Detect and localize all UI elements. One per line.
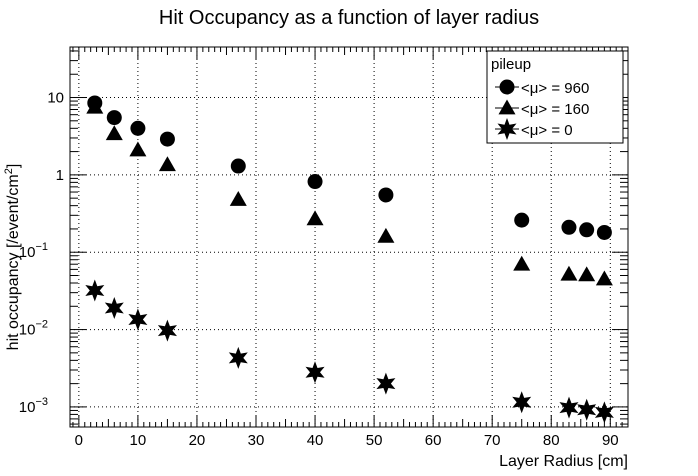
triangle-point	[129, 141, 147, 157]
triangle-point	[306, 210, 324, 226]
y-tick-label: 10	[47, 90, 64, 107]
star-point	[577, 398, 597, 421]
x-axis-label: Layer Radius [cm]	[499, 453, 628, 470]
series-layer	[85, 95, 614, 424]
y-axis-label-sup: 2	[3, 168, 15, 174]
y-tick-label: 10−1	[19, 241, 48, 261]
x-tick-label: 0	[75, 432, 83, 449]
chart-title: Hit Occupancy as a function of layer rad…	[159, 7, 539, 29]
plot-frame	[69, 46, 629, 428]
star-point	[104, 297, 124, 319]
triangle-point	[560, 265, 578, 281]
y-tick-label: 1	[56, 167, 64, 184]
y-axis-label-end: ]	[5, 164, 22, 168]
circle-point	[307, 174, 323, 190]
triangle-point	[158, 156, 176, 172]
star-point	[228, 346, 248, 369]
circle-point	[106, 110, 122, 126]
triangle-point	[86, 98, 104, 114]
x-tick-label: 90	[602, 432, 619, 449]
star-point	[559, 396, 579, 419]
triangle-point	[377, 227, 395, 243]
x-tick-label: 80	[543, 432, 560, 449]
star-point	[128, 308, 148, 331]
legend-marker-circle	[499, 79, 515, 95]
x-tick-label: 50	[366, 432, 383, 449]
circle-point	[561, 219, 577, 235]
circle-point	[378, 187, 394, 203]
x-tick-label: 60	[425, 432, 442, 449]
star-point	[594, 401, 614, 424]
triangle-point	[578, 266, 596, 282]
x-tick-label: 30	[248, 432, 265, 449]
circle-point	[579, 222, 595, 238]
y-axis: 10−3 10−2 10−1 1 10	[19, 50, 628, 425]
triangle-point	[229, 191, 247, 206]
legend-title: pileup	[491, 56, 531, 73]
circle-point	[230, 158, 246, 174]
triangle-point	[513, 255, 531, 271]
legend-label: <μ> = 0	[521, 122, 573, 139]
circle-point	[159, 131, 175, 147]
y-axis-label: hit occupancy [/event/cm2]	[3, 164, 22, 351]
circle-point	[596, 224, 612, 240]
star-point	[85, 279, 105, 302]
legend-marker-star	[497, 118, 517, 140]
triangle-point	[595, 270, 613, 286]
star-point	[305, 361, 325, 384]
y-tick-label: 10−2	[19, 319, 48, 339]
star-point	[512, 391, 532, 414]
series-star	[85, 279, 614, 424]
y-axis-label-main: hit occupancy [/event/cm	[5, 174, 22, 350]
series-circle	[87, 95, 612, 240]
y-tick-label: 10−3	[19, 396, 48, 416]
circle-point	[514, 212, 530, 228]
legend-label: <μ> = 160	[521, 101, 589, 118]
legend: pileup <μ> = 960 <μ> = 160 <μ> = 0	[486, 50, 624, 144]
triangle-point	[105, 125, 123, 141]
x-tick-label: 70	[484, 432, 501, 449]
x-tick-label: 10	[130, 432, 147, 449]
circle-point	[130, 120, 146, 136]
legend-entries: <μ> = 960 <μ> = 160 <μ> = 0	[495, 79, 589, 140]
x-tick-label: 20	[189, 432, 206, 449]
series-triangle	[86, 98, 613, 286]
star-point	[157, 319, 177, 342]
x-axis: 0 10 20 30 40 50 60 70 80 90	[72, 47, 623, 449]
x-tick-label: 40	[307, 432, 324, 449]
legend-marker-triangle	[498, 99, 516, 115]
star-point	[376, 372, 396, 395]
legend-label: <μ> = 960	[521, 80, 589, 97]
